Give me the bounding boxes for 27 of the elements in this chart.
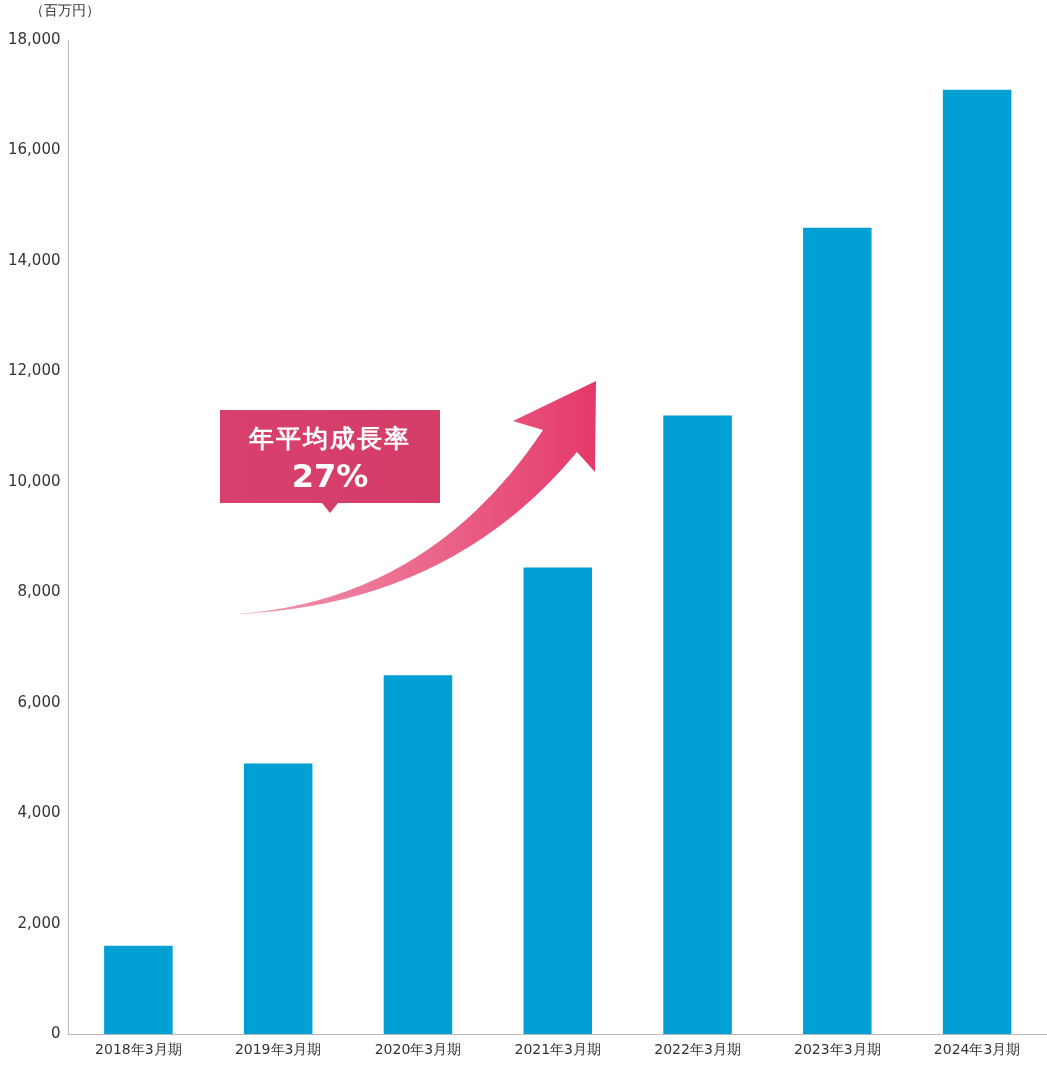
bar bbox=[243, 763, 313, 1035]
y-tick-label: 0 bbox=[50, 1024, 61, 1043]
bar bbox=[803, 227, 872, 1035]
x-tick-label: 2020年3月期 bbox=[374, 1041, 462, 1058]
bar bbox=[663, 415, 732, 1035]
y-tick-label: 14,000 bbox=[7, 250, 61, 269]
y-tick-label: 10,000 bbox=[7, 471, 61, 490]
annotation: 年平均成長率 bbox=[247, 423, 412, 455]
x-tick-label: 2019年3月期 bbox=[234, 1041, 322, 1058]
x-tick-label: 2018年3月期 bbox=[95, 1041, 182, 1058]
bar bbox=[383, 675, 453, 1035]
y-tick-label: 2,000 bbox=[17, 913, 61, 932]
y-tick-label: 4,000 bbox=[17, 803, 61, 822]
y-axis-title: （百万円） bbox=[30, 1, 100, 18]
x-tick-label: 2023年3月期 bbox=[794, 1041, 881, 1058]
bar bbox=[523, 567, 592, 1035]
y-tick-label: 8,000 bbox=[17, 582, 61, 601]
annotation: 27% bbox=[290, 457, 370, 495]
y-tick-label: 12,000 bbox=[7, 361, 61, 380]
y-tick-label: 18,000 bbox=[7, 29, 61, 48]
y-tick-label: 16,000 bbox=[7, 140, 61, 159]
x-tick-label: 2024年3月期 bbox=[933, 1041, 1021, 1058]
bar bbox=[104, 945, 173, 1035]
x-tick-label: 2021年3月期 bbox=[514, 1041, 602, 1058]
y-tick-label: 6,000 bbox=[17, 692, 61, 711]
bar bbox=[942, 89, 1012, 1035]
x-tick-label: 2022年3月期 bbox=[654, 1041, 741, 1058]
